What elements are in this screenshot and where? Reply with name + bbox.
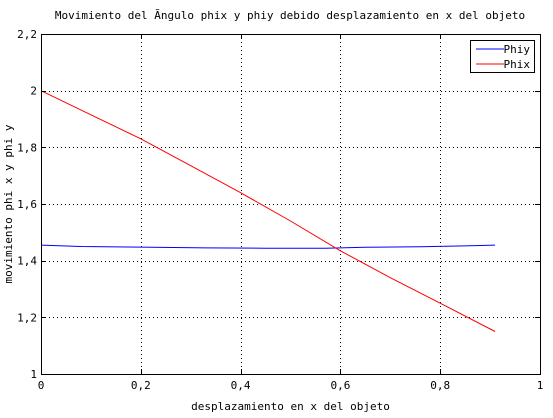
chart-title: Movimiento del Ãngulo phix y phiy debido…: [55, 9, 525, 22]
y-tick-label: 2: [30, 85, 37, 98]
legend-label-phix: Phix: [504, 58, 531, 71]
x-tick-label: 0,8: [430, 379, 450, 392]
legend-label-phiy: Phiy: [504, 43, 531, 56]
x-tick-label: 0: [38, 379, 45, 392]
y-tick-label: 2,2: [17, 28, 37, 41]
y-tick-label: 1,8: [17, 141, 37, 154]
legend: Phiy Phix: [470, 40, 535, 73]
y-tick-label: 1,2: [17, 311, 37, 324]
axis-ticks: [41, 34, 541, 375]
y-tick-label: 1,4: [17, 255, 37, 268]
series-line-phiy: [40, 244, 496, 249]
x-tick-label: 0,4: [231, 379, 251, 392]
x-tick-label: 0,6: [330, 379, 350, 392]
series-layer: [40, 90, 496, 332]
x-axis-label: desplazamiento en x del objeto: [191, 400, 390, 413]
grid-lines: [41, 34, 540, 374]
tick-labels: 0 0,2 0,4 0,6 0,8 1 1 1,2 1,4 1,6 1,8 2 2,2: [17, 28, 543, 392]
y-tick-label: 1: [30, 368, 37, 381]
x-tick-label: 0,2: [131, 379, 151, 392]
y-tick-label: 1,6: [17, 198, 37, 211]
plot-area: [41, 34, 540, 374]
series-line-phix: [40, 90, 496, 332]
y-axis-label: movimiento phi x y phi y: [2, 124, 15, 283]
x-tick-label: 1: [537, 379, 544, 392]
legend-box: [470, 40, 535, 73]
